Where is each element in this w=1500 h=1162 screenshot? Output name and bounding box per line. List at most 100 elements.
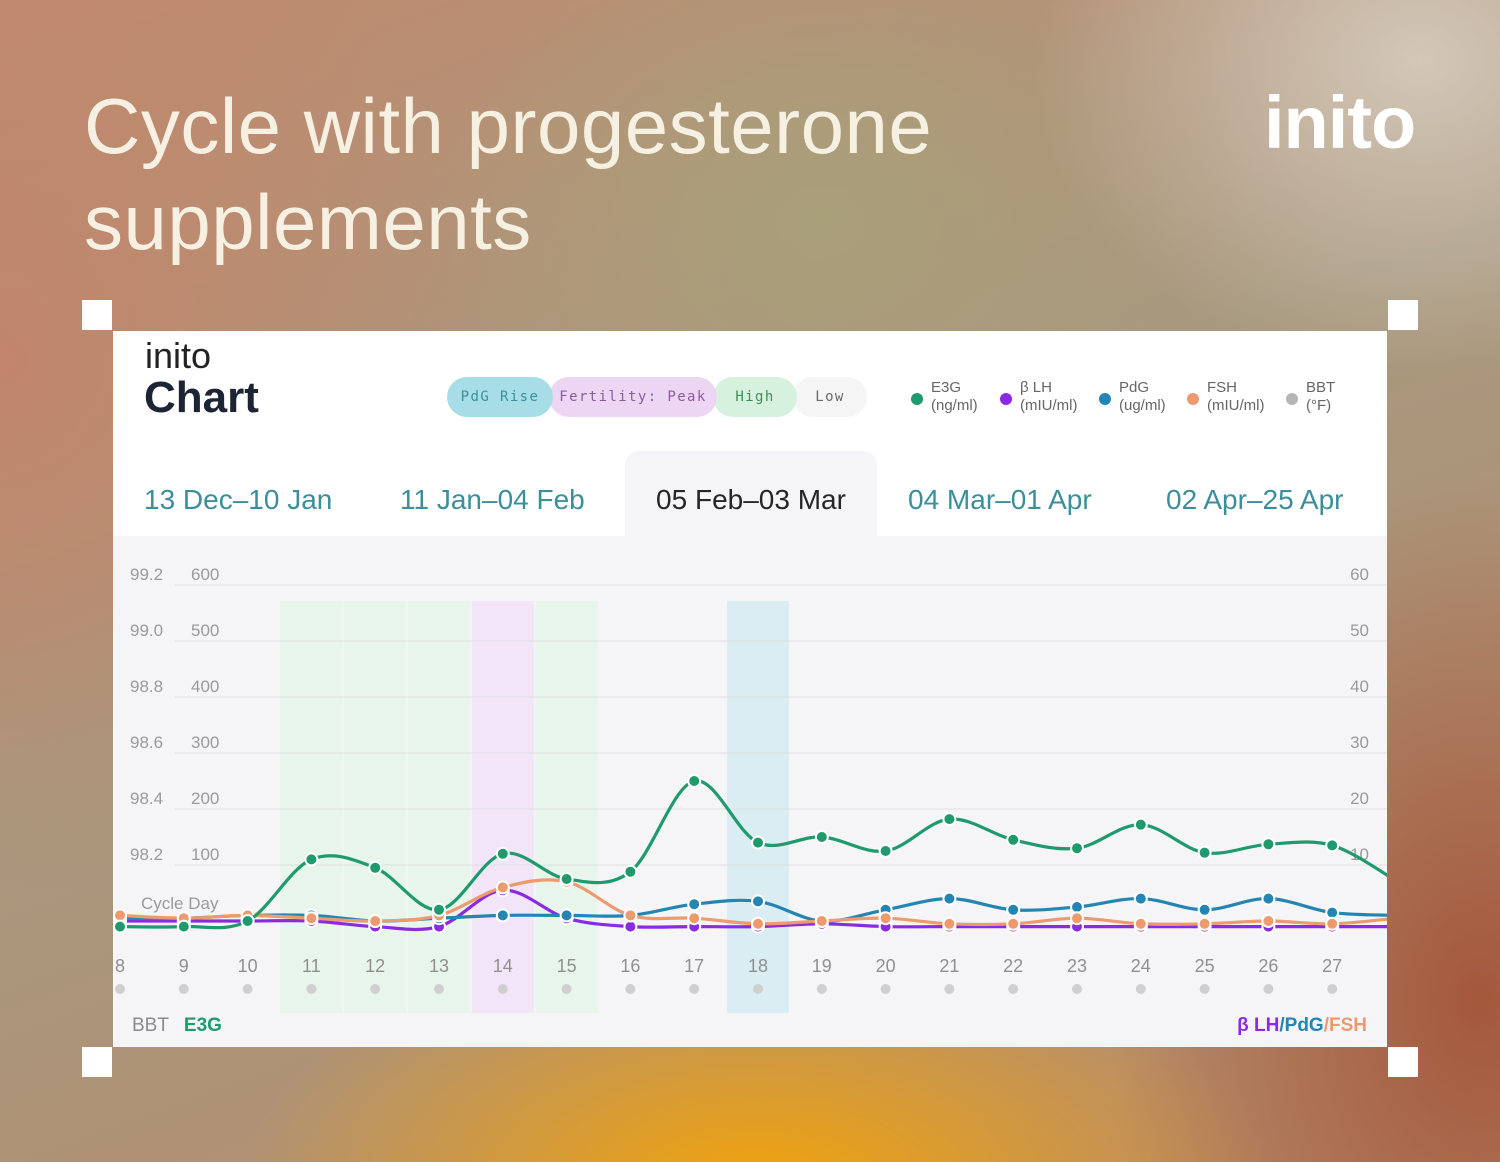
legend-name-e3g: E3G xyxy=(931,379,962,396)
legend-dot-e3g xyxy=(911,393,923,405)
series-line-e3g xyxy=(118,779,1387,930)
data-point-e3g xyxy=(623,864,638,879)
e3g-tick-label: 400 xyxy=(191,677,219,696)
x-tick-label: 18 xyxy=(748,956,768,976)
legend-unit-pdg: (ug/ml) xyxy=(1119,397,1166,414)
data-point-pdg xyxy=(1006,902,1021,917)
data-point-e3g xyxy=(878,844,893,858)
cycle-day-label: Cycle Day xyxy=(141,894,219,913)
data-point-e3g xyxy=(1133,817,1148,832)
tab-02apr-25apr[interactable]: 02 Apr–25 Apr xyxy=(1166,484,1344,515)
highlight-day-15 xyxy=(535,601,598,1013)
series-line-lh xyxy=(118,888,1387,932)
highlight-day-14 xyxy=(471,601,534,1013)
data-point-e3g xyxy=(113,919,127,934)
bbt-day-dot xyxy=(242,984,253,994)
bbt-day-dot xyxy=(689,984,700,994)
bbt-day-dot xyxy=(880,984,891,994)
x-tick-label: 15 xyxy=(557,956,577,976)
card-title: Chart xyxy=(144,373,259,422)
footer-label-pdg: PdG xyxy=(1284,1015,1324,1036)
right-axis-tick-label: 30 xyxy=(1350,733,1369,752)
x-tick-label: 10 xyxy=(238,956,258,976)
axis-footer-right: β LH/PdG/FSH xyxy=(1237,1015,1367,1037)
pill-fertility-peak: Fertility: Peak xyxy=(549,377,717,417)
data-point-fsh xyxy=(623,908,638,923)
data-point-fsh xyxy=(751,916,765,931)
bbt-day-dot xyxy=(306,984,317,994)
legend-dot-pdg xyxy=(1099,393,1111,405)
x-tick-label: 12 xyxy=(365,956,385,976)
legend-dot-lh xyxy=(1000,393,1012,405)
data-point-fsh xyxy=(1197,916,1212,931)
e3g-tick-label: 300 xyxy=(191,733,219,752)
data-point-e3g xyxy=(814,830,829,844)
frame-corner-top-right xyxy=(1388,300,1418,330)
x-tick-label: 9 xyxy=(179,956,189,976)
legend-unit-bbt: (°F) xyxy=(1306,397,1332,414)
data-point-pdg xyxy=(751,894,765,909)
data-point-fsh xyxy=(495,880,510,895)
bbt-day-dot xyxy=(1135,984,1146,994)
hormone-chart-plot: 99.2 99.0 98.8 98.6 98.4 98.2 600 500 400 300 200 1… xyxy=(113,565,1387,1013)
tab-05feb-03mar[interactable]: 05 Feb–03 Mar xyxy=(625,451,877,537)
legend-name-pdg: PdG xyxy=(1119,379,1150,396)
data-point-fsh xyxy=(942,916,957,931)
bbt-tick-label: 99.2 xyxy=(130,565,163,584)
data-point-fsh xyxy=(814,914,829,928)
pill-pdg-rise: PdG Rise xyxy=(447,377,553,417)
data-point-fsh xyxy=(304,911,319,926)
card-logo: inito xyxy=(145,335,212,376)
x-tick-label: 21 xyxy=(939,956,959,976)
data-point-e3g xyxy=(240,914,255,928)
tab-11jan-04feb[interactable]: 11 Jan–04 Feb xyxy=(400,484,585,515)
tab-04mar-01apr[interactable]: 04 Mar–01 Apr xyxy=(908,484,1092,515)
data-point-e3g xyxy=(751,835,765,850)
e3g-tick-label: 100 xyxy=(191,845,219,864)
footer-label-fsh: FSH xyxy=(1329,1015,1367,1036)
x-tick-label: 26 xyxy=(1258,956,1278,976)
data-point-e3g xyxy=(432,902,446,917)
data-point-pdg xyxy=(1197,902,1212,917)
legend-unit-e3g: (ng/ml) xyxy=(931,397,978,414)
data-point-fsh xyxy=(1325,916,1340,931)
frame-corner-bottom-right xyxy=(1388,1047,1418,1077)
footer-label-lh: β LH xyxy=(1237,1015,1280,1036)
data-point-e3g xyxy=(1261,837,1276,852)
legend-unit-fsh: (mIU/ml) xyxy=(1207,397,1265,414)
bbt-day-dot xyxy=(1072,984,1082,994)
bbt-tick-label: 99.0 xyxy=(130,621,163,640)
bbt-day-dot xyxy=(753,984,763,994)
x-tick-label: 25 xyxy=(1195,956,1215,976)
right-axis-tick-label: 20 xyxy=(1350,789,1369,808)
e3g-tick-label: 500 xyxy=(191,621,219,640)
bbt-day-dot xyxy=(178,984,189,994)
footer-slash-1: / xyxy=(1279,1015,1285,1036)
data-point-e3g xyxy=(368,860,383,875)
e3g-tick-label: 600 xyxy=(191,565,219,584)
legend-name-bbt: BBT xyxy=(1306,379,1336,396)
data-point-pdg xyxy=(1261,891,1276,906)
legend-name-fsh: FSH xyxy=(1207,379,1237,396)
data-point-pdg xyxy=(495,908,510,923)
x-tick-label: 20 xyxy=(876,956,896,976)
tab-13dec-10jan[interactable]: 13 Dec–10 Jan xyxy=(144,484,333,515)
bbt-day-dot xyxy=(1263,984,1274,994)
data-point-fsh xyxy=(1261,914,1276,928)
bbt-day-dot xyxy=(944,984,955,994)
data-point-e3g xyxy=(942,812,957,827)
bbt-day-dot xyxy=(561,984,572,994)
bbt-day-dot xyxy=(497,984,508,994)
highlight-day-13 xyxy=(408,601,470,1013)
x-tick-label: 8 xyxy=(115,956,125,976)
bbt-tick-label: 98.2 xyxy=(130,845,163,864)
pill-high: High xyxy=(713,377,797,417)
data-point-fsh xyxy=(878,911,893,926)
highlight-day-11 xyxy=(280,601,343,1013)
x-tick-label: 22 xyxy=(1003,956,1023,976)
data-point-e3g xyxy=(1006,832,1021,847)
data-point-e3g xyxy=(304,852,319,867)
x-tick-label: 23 xyxy=(1067,956,1087,976)
bbt-day-dot xyxy=(1199,984,1210,994)
data-point-fsh xyxy=(1070,911,1084,926)
